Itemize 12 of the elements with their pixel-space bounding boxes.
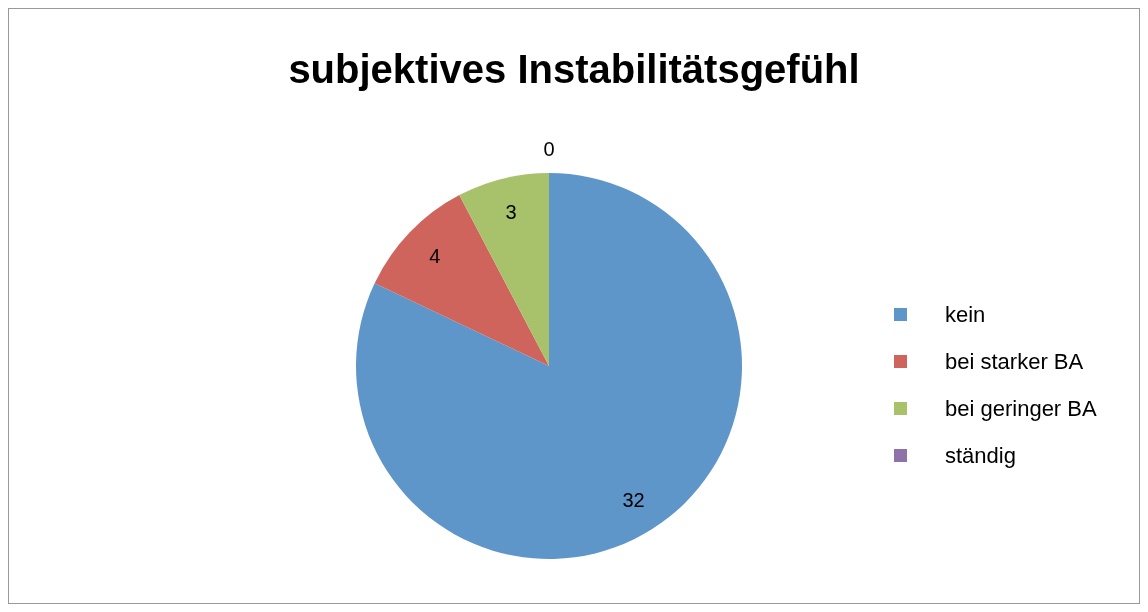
pie-slice xyxy=(459,173,549,366)
data-label: 32 xyxy=(622,488,645,511)
pie-slice xyxy=(356,173,742,559)
chart-title: subjektives Instabilitätsgefühl xyxy=(287,47,861,92)
text: 0 xyxy=(543,138,555,160)
legend-label: ständig xyxy=(945,442,1016,469)
legend-label: bei starker BA xyxy=(945,348,1084,375)
legend-label: kein xyxy=(945,301,986,328)
pie-slice xyxy=(374,195,549,366)
legend-label: bei geringer BA xyxy=(945,395,1097,422)
data-label: 3 xyxy=(505,201,517,224)
data-label: 4 xyxy=(429,245,441,268)
